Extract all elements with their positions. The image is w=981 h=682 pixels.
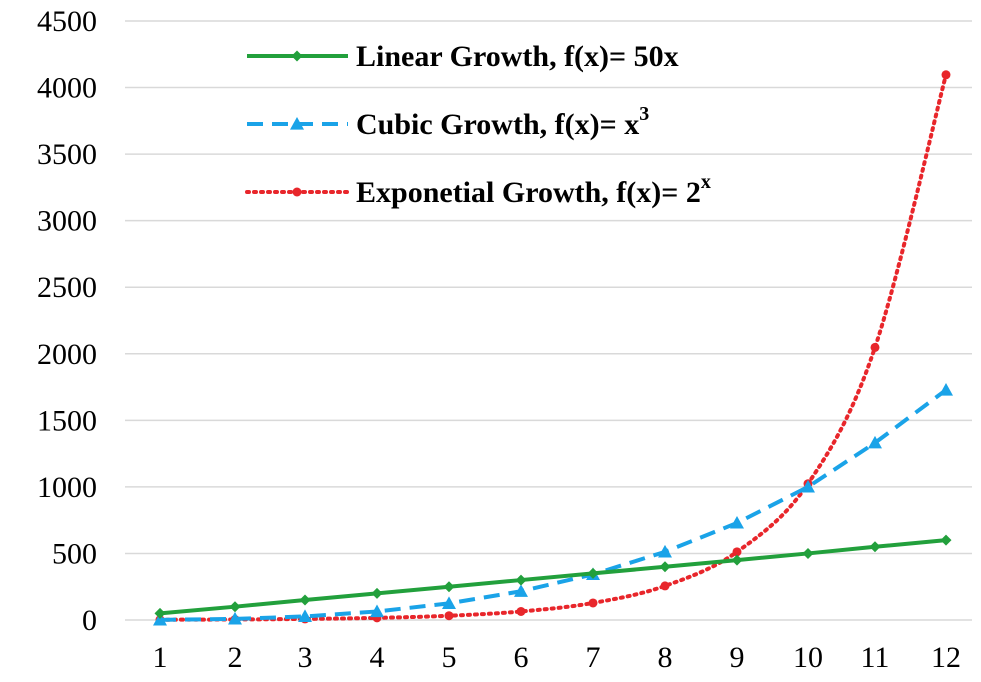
- x-tick-label: 1: [153, 641, 168, 674]
- legend-label-main: Linear Growth, f(x)= 50x: [356, 40, 679, 73]
- data-point: [515, 574, 527, 586]
- x-tick-label: 6: [514, 641, 529, 674]
- x-tick-label: 11: [861, 641, 890, 674]
- x-tick-label: 9: [730, 641, 745, 674]
- legend-label-main: Exponetial Growth, f(x)= 2: [356, 176, 701, 209]
- data-point: [801, 479, 815, 493]
- data-point: [298, 609, 312, 623]
- y-tick-label: 1500: [37, 404, 97, 437]
- series-line: [158, 72, 948, 622]
- data-point: [588, 598, 598, 608]
- x-tick-label: 2: [228, 641, 243, 674]
- data-point: [730, 515, 744, 529]
- legend-swatch-marker: [290, 117, 304, 130]
- x-tick-label: 10: [793, 641, 823, 674]
- legend-item: Linear Growth, f(x)= 50x: [247, 40, 679, 73]
- legend-item: Exponetial Growth, f(x)= 2x: [245, 171, 711, 209]
- series-line: [159, 388, 948, 622]
- x-tick-label: 12: [931, 641, 961, 674]
- x-axis-tick-labels: 1 2 3 4 5 6 7 8 9 10 11 12: [153, 641, 962, 674]
- legend-label: Linear Growth, f(x)= 50x: [356, 40, 679, 73]
- y-tick-label: 3000: [37, 205, 97, 238]
- data-point: [802, 547, 814, 559]
- data-point: [228, 611, 242, 625]
- data-point: [868, 435, 882, 449]
- legend-label-superscript: 3: [639, 103, 649, 125]
- series-cubic: [153, 382, 953, 626]
- x-tick-label: 4: [370, 641, 385, 674]
- data-point: [731, 554, 743, 566]
- data-point: [587, 567, 599, 579]
- data-point: [658, 544, 672, 558]
- legend: Linear Growth, f(x)= 50x Cubic Growth, f(…: [245, 40, 711, 209]
- legend-label-main: Cubic Growth, f(x)= x: [356, 108, 639, 141]
- series-line: [159, 538, 947, 616]
- data-point: [660, 581, 670, 591]
- data-point: [370, 604, 384, 618]
- data-point: [153, 612, 167, 626]
- data-point: [229, 601, 241, 613]
- y-tick-label: 2000: [37, 338, 97, 371]
- data-point: [939, 382, 953, 396]
- x-tick-label: 5: [442, 641, 457, 674]
- data-point: [371, 587, 383, 599]
- legend-swatch-marker: [292, 187, 302, 197]
- data-point: [869, 541, 881, 553]
- y-tick-label: 4000: [37, 72, 97, 105]
- y-tick-label: 3500: [37, 138, 97, 171]
- data-point: [516, 606, 526, 616]
- data-point: [732, 547, 742, 557]
- data-point: [442, 596, 456, 609]
- legend-label-superscript: x: [701, 171, 711, 193]
- y-axis-tick-labels: 0 500 1000 1500 2000 2500 3000 3500 4000 4500: [37, 5, 97, 637]
- x-tick-label: 7: [586, 641, 601, 674]
- y-tick-label: 2500: [37, 271, 97, 304]
- y-tick-label: 0: [82, 604, 97, 637]
- y-tick-label: 4500: [37, 5, 97, 38]
- data-point: [870, 342, 880, 352]
- legend-swatch-marker: [291, 50, 303, 62]
- grid-layer: [125, 20, 972, 621]
- data-point: [443, 581, 455, 593]
- data-point: [514, 584, 528, 597]
- series-linear: [154, 534, 952, 619]
- data-point: [444, 611, 454, 621]
- legend-item: Cubic Growth, f(x)= x3: [247, 103, 649, 141]
- series-layer: [153, 70, 953, 626]
- data-point: [659, 561, 671, 573]
- data-point: [154, 607, 166, 619]
- legend-label: Cubic Growth, f(x)= x3: [356, 103, 649, 141]
- data-point: [299, 594, 311, 606]
- x-tick-label: 8: [658, 641, 673, 674]
- legend-label: Exponetial Growth, f(x)= 2x: [356, 171, 711, 209]
- x-tick-label: 3: [298, 641, 313, 674]
- y-tick-label: 500: [52, 537, 97, 570]
- data-point: [941, 70, 951, 80]
- data-point: [940, 534, 952, 546]
- y-tick-label: 1000: [37, 471, 97, 504]
